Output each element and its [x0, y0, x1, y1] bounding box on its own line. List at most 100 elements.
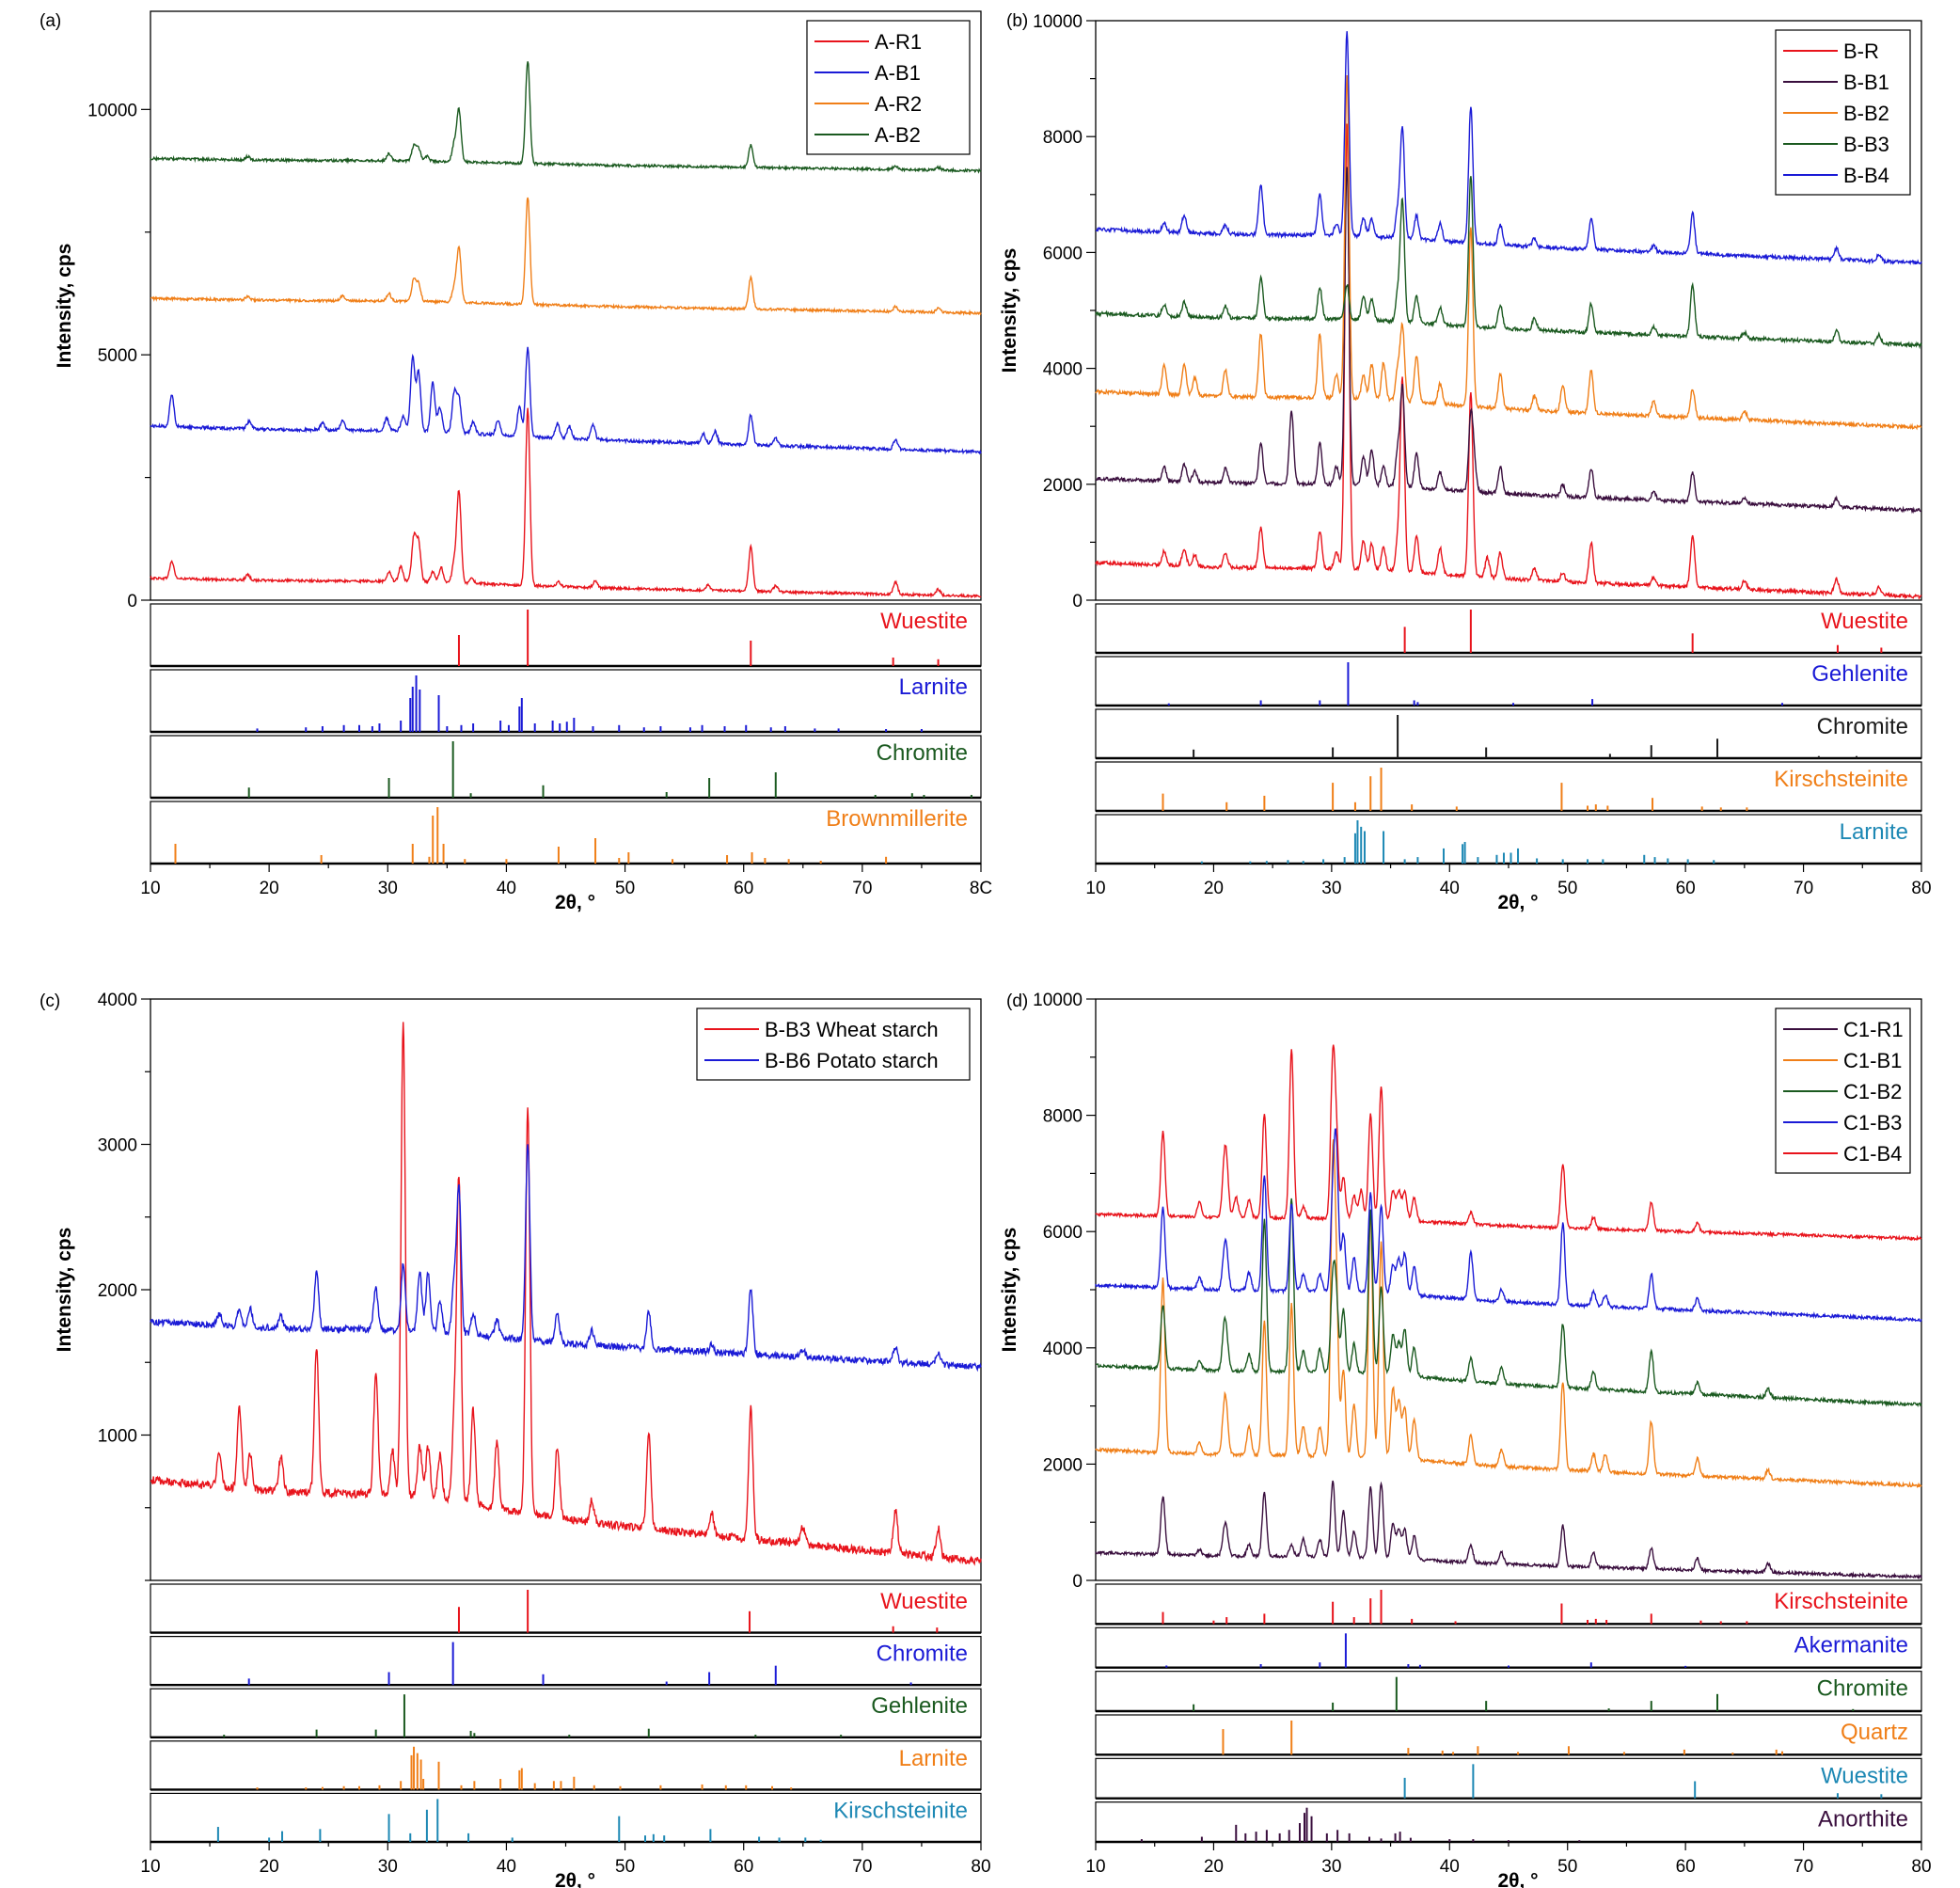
reference-label: Anorthite: [1818, 1807, 1908, 1832]
legend-label: C1-B4: [1843, 1142, 1902, 1166]
reference-frame: [150, 603, 982, 667]
x-tick-label: 50: [1557, 879, 1577, 898]
x-tick-label: 50: [615, 879, 635, 898]
reference-label: Gehlenite: [871, 1693, 968, 1719]
x-tick-label: 30: [1321, 1857, 1341, 1877]
y-tick-label: 1000: [98, 1427, 137, 1447]
y-tick-label: 2000: [98, 1281, 137, 1301]
x-axis-label: 2θ, °: [1497, 892, 1538, 913]
reference-label: Kirschsteinite: [833, 1798, 968, 1823]
series-b-b6-potato-starch: [150, 1144, 982, 1372]
reference-label: Chromite: [877, 1642, 968, 1667]
reference-frame: [1095, 656, 1922, 706]
y-tick-label: 8000: [1043, 128, 1083, 148]
reference-label: Chromite: [1817, 714, 1908, 739]
legend: B-B3 Wheat starch B-B6 Potato starch: [696, 1007, 971, 1081]
reference-chromite: Chromite: [1095, 708, 1922, 760]
panel-label: (b): [1006, 11, 1028, 31]
legend-label: B-R: [1843, 40, 1879, 63]
reference-frame: [150, 669, 982, 733]
panel-label: (d): [1006, 992, 1028, 1011]
x-tick-label: 40: [497, 1857, 516, 1877]
series-c1-b2: [1095, 1198, 1922, 1408]
x-axis-label: 2θ, °: [555, 892, 595, 913]
y-tick-label: 4000: [98, 991, 137, 1010]
reference-frame: [1095, 814, 1922, 865]
legend-label: B-B2: [1843, 102, 1889, 125]
x-tick-label: 10: [140, 1857, 160, 1877]
y-tick-label: 0: [1072, 592, 1083, 611]
legend-label: B-B4: [1843, 164, 1889, 187]
reference-wuestite: Wuestite: [1095, 1757, 1922, 1800]
reference-label: Kirschsteinite: [1774, 767, 1908, 792]
legend: C1-R1 C1-B1 C1-B2 C1-B3 C1-B4: [1775, 1007, 1911, 1174]
reference-chromite: Chromite: [150, 735, 982, 800]
reference-wuestite: Wuestite: [150, 603, 982, 668]
series-a-b1: [150, 346, 982, 455]
reference-kirschsteinite: Kirschsteinite: [150, 1792, 982, 1844]
series-b-b1: [1096, 167, 1921, 515]
x-tick-label: 20: [260, 879, 279, 898]
x-tick-label: 60: [1676, 879, 1696, 898]
legend-label: A-R1: [875, 30, 922, 54]
x-tick-label: 70: [852, 879, 872, 898]
series-b-b3-wheat-starch: [150, 1022, 982, 1566]
reference-frame: [150, 1688, 982, 1738]
x-tick-label: 60: [1676, 1857, 1696, 1877]
reference-chromite: Chromite: [150, 1635, 982, 1687]
reference-label: Larnite: [899, 674, 968, 700]
y-tick-label: 4000: [1043, 1340, 1083, 1359]
x-tick-label: 20: [260, 1857, 279, 1877]
panel-c: (c) 1000 2000 3000 4000 Intensity, cps B-B3 Wh…: [40, 991, 991, 1888]
legend-label: B-B1: [1843, 71, 1889, 94]
series-c1-b3: [1095, 1128, 1922, 1323]
x-tick-label: 60: [734, 1857, 753, 1877]
reference-brownmillerite: Brownmillerite: [150, 801, 982, 865]
x-tick-label: 60: [734, 879, 753, 898]
y-tick-label: 6000: [1043, 1223, 1083, 1243]
x-tick-label: 20: [1204, 879, 1224, 898]
plot-frame: [150, 998, 982, 1581]
y-tick-label: 0: [127, 592, 137, 611]
reference-label: Gehlenite: [1811, 661, 1908, 687]
reference-larnite: Larnite: [150, 1740, 982, 1791]
legend-label: C1-R1: [1843, 1018, 1904, 1041]
x-tick-label: 40: [497, 879, 516, 898]
x-tick-label: 30: [1321, 879, 1341, 898]
series-b-b4: [1095, 31, 1922, 266]
reference-frame: [150, 1583, 982, 1634]
x-tick-label: 80: [1911, 1857, 1931, 1877]
y-tick-label: 10000: [1033, 991, 1083, 1010]
reference-frame: [1095, 1757, 1922, 1800]
x-tick-label: 70: [852, 1857, 872, 1877]
series-c1-b4: [1095, 1044, 1922, 1242]
series-a-b2: [150, 61, 982, 174]
reference-label: Wuestite: [880, 609, 968, 634]
reference-quartz: Quartz: [1095, 1714, 1922, 1756]
reference-frame: [1095, 1801, 1922, 1843]
x-tick-label: 40: [1440, 1857, 1460, 1877]
series-b-b3: [1095, 176, 1922, 350]
series-a-r1: [150, 407, 982, 599]
reference-label: Wuestite: [880, 1589, 968, 1614]
reference-chromite: Chromite: [1095, 1671, 1922, 1713]
reference-label: Larnite: [1840, 819, 1908, 845]
x-tick-label: 70: [1794, 1857, 1813, 1877]
reference-frame: [150, 1740, 982, 1791]
reference-frame: [1095, 603, 1922, 654]
x-tick-label: 50: [615, 1857, 635, 1877]
x-tick-label: 80: [971, 1857, 990, 1877]
x-axis-label: 2θ, °: [555, 1870, 595, 1888]
reference-larnite: Larnite: [150, 669, 982, 734]
x-tick-label: 80: [1911, 879, 1931, 898]
reference-frame: [150, 1635, 982, 1686]
panel-label: (c): [40, 992, 60, 1011]
reference-frame: [150, 735, 982, 799]
series-a-r2: [150, 197, 982, 317]
y-tick-label: 5000: [98, 346, 137, 366]
x-axis-label: 2θ, °: [1497, 1870, 1538, 1888]
x-tick-label: 8C: [970, 879, 992, 898]
x-tick-label: 20: [1204, 1857, 1224, 1877]
plot-frame: [150, 10, 982, 601]
panel-b: (b) 0 2000 4000 6000 8000 10000 Intensity, cps B…: [999, 11, 1932, 913]
